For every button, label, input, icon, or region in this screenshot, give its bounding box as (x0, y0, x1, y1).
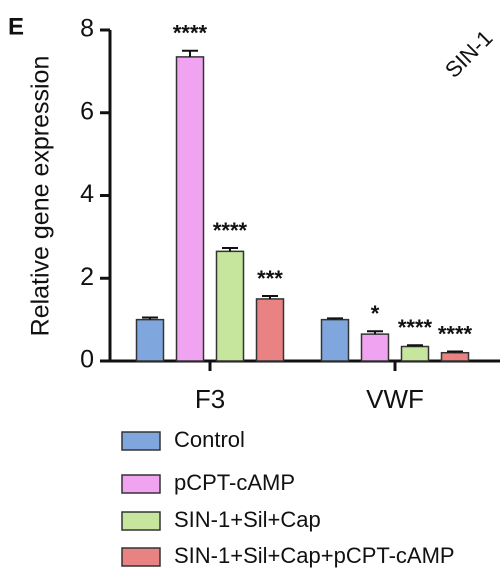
significance-label: **** (438, 321, 473, 346)
y-tick-label: 0 (80, 346, 94, 374)
bar (400, 345, 430, 362)
annotation: SIN-1 (440, 25, 497, 82)
panel-label: E (8, 13, 24, 40)
significance-label: **** (213, 218, 248, 243)
bar (135, 318, 165, 362)
legend-swatch (121, 431, 161, 451)
error-bar (142, 316, 158, 320)
bar (255, 298, 285, 362)
bar (360, 333, 390, 362)
significance-label: **** (173, 21, 208, 46)
legend-swatch (121, 511, 161, 531)
error-bar (407, 344, 423, 347)
y-axis-label: Relative gene expression (27, 56, 55, 337)
y-tick-label: 2 (80, 263, 94, 291)
bar (175, 56, 205, 362)
significance-label: **** (398, 315, 433, 340)
legend-label: SIN-1+Sil+Cap (174, 507, 321, 532)
legend-swatch (121, 547, 161, 567)
error-bar (327, 317, 343, 320)
bar (320, 318, 350, 362)
y-tick-label: 8 (80, 15, 94, 43)
legend-swatch (121, 474, 161, 494)
significance-label: *** (257, 266, 283, 291)
x-tick-label: VWF (366, 384, 424, 414)
y-tick-label: 6 (80, 97, 94, 125)
error-bar (222, 247, 238, 252)
error-bar (262, 295, 278, 299)
error-bar (182, 49, 198, 57)
error-bar (367, 330, 383, 335)
error-bar (447, 350, 463, 353)
x-tick-label: F3 (195, 384, 225, 414)
significance-label: * (371, 301, 380, 326)
legend-label: pCPT-cAMP (174, 470, 295, 495)
bar (215, 250, 245, 362)
legend-label: Control (174, 427, 245, 452)
legend-label: SIN-1+Sil+Cap+pCPT-cAMP (174, 543, 455, 568)
bar (440, 351, 470, 362)
y-tick-label: 4 (80, 180, 94, 208)
